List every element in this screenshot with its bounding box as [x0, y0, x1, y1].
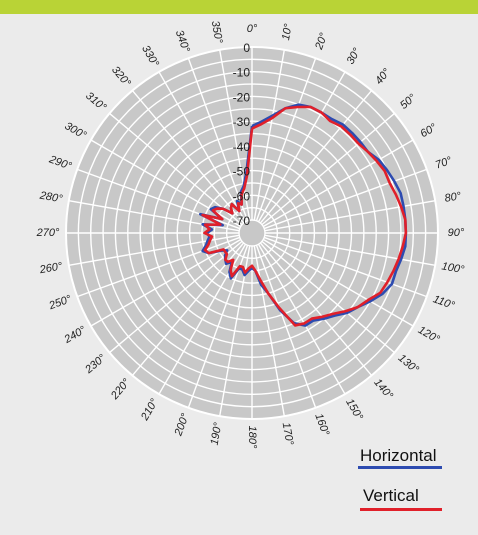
- angle-tick-label: 0°: [247, 23, 258, 35]
- angle-tick-label: 240°: [62, 324, 89, 347]
- angle-tick-label: 270°: [36, 227, 60, 239]
- angle-tick-label: 260°: [38, 260, 64, 276]
- grid-spoke: [76, 236, 241, 298]
- angle-tick-label: 160°: [312, 412, 331, 438]
- angle-tick-label: 340°: [173, 29, 192, 55]
- angle-tick-label: 300°: [63, 120, 89, 142]
- angle-tick-label: 310°: [83, 90, 109, 114]
- grid-spoke: [261, 112, 395, 226]
- grid-spoke: [131, 242, 245, 376]
- grid-spoke: [259, 90, 373, 224]
- angle-tick-label: 350°: [209, 20, 225, 45]
- grid-spoke: [262, 139, 414, 228]
- grid-spoke: [261, 240, 395, 354]
- angle-tick-label: 90°: [448, 227, 465, 239]
- angle-tick-label: 180°: [246, 426, 258, 449]
- angle-tick-label: 220°: [108, 376, 133, 402]
- radial-tick-label: -10: [233, 66, 251, 80]
- grid-spoke: [259, 242, 373, 376]
- grid-spoke: [109, 240, 243, 354]
- radial-tick-label: 0: [243, 41, 250, 55]
- series-line-horizontal: [199, 103, 408, 327]
- angle-tick-label: 140°: [371, 377, 395, 403]
- radial-tick-label: -30: [233, 115, 251, 129]
- grid-spoke: [262, 238, 414, 327]
- grid-spoke: [263, 168, 428, 230]
- angle-tick-label: 70°: [434, 154, 454, 171]
- grid-spoke: [131, 90, 245, 224]
- grid-spoke: [263, 236, 428, 298]
- series-line-vertical: [201, 105, 408, 327]
- legend-line-vertical: [360, 508, 442, 511]
- grid-spoke: [187, 57, 249, 222]
- angle-tick-label: 210°: [139, 396, 162, 423]
- legend-label-horizontal: Horizontal: [360, 446, 437, 465]
- grid-spoke: [187, 244, 249, 409]
- angle-tick-label: 150°: [343, 397, 365, 423]
- grid-spoke: [90, 238, 242, 327]
- radial-tick-label: -50: [233, 165, 251, 179]
- angle-tick-label: 80°: [444, 190, 463, 205]
- grid-spoke: [253, 49, 285, 221]
- polar-background: [66, 47, 438, 419]
- grid-spoke: [219, 49, 251, 221]
- radial-tick-label: -60: [233, 189, 251, 203]
- radial-tick-label: -40: [233, 140, 251, 154]
- legend-line-horizontal: [358, 466, 442, 469]
- grid-spoke: [109, 112, 243, 226]
- radial-tick-label: -70: [233, 214, 251, 228]
- angle-tick-label: 120°: [416, 324, 442, 346]
- grid-spoke: [257, 243, 346, 395]
- grid-spoke: [257, 71, 346, 223]
- grid-spoke: [264, 200, 436, 232]
- angle-tick-label: 130°: [396, 352, 422, 376]
- angle-tick-label: 330°: [139, 43, 161, 69]
- angle-tick-label: 50°: [398, 91, 419, 111]
- angle-tick-label: 170°: [280, 422, 296, 447]
- radial-tick-label: -20: [233, 90, 251, 104]
- grid-spoke: [255, 244, 317, 409]
- angle-tick-label: 320°: [109, 64, 133, 90]
- angle-tick-label: 280°: [38, 189, 64, 205]
- angle-tick-label: 230°: [82, 352, 108, 377]
- angle-tick-label: 190°: [209, 421, 225, 446]
- angle-tick-label: 200°: [172, 411, 192, 438]
- angle-tick-label: 10°: [280, 22, 295, 41]
- angle-tick-label: 110°: [431, 293, 456, 312]
- angle-tick-label: 20°: [313, 31, 331, 52]
- grid-spoke: [264, 234, 436, 266]
- legend-label-vertical: Vertical: [363, 486, 419, 505]
- angle-tick-label: 60°: [418, 121, 439, 140]
- grid-spoke: [255, 57, 317, 222]
- grid-spoke: [253, 245, 285, 417]
- top-accent-bar: [0, 0, 478, 14]
- angle-tick-label: 100°: [441, 260, 466, 276]
- angle-tick-label: 30°: [345, 46, 364, 67]
- angle-tick-label: 40°: [373, 66, 393, 87]
- angle-tick-label: 290°: [47, 153, 74, 173]
- angle-tick-label: 250°: [47, 293, 74, 313]
- grid-spoke: [76, 168, 241, 230]
- grid-spoke: [158, 71, 247, 223]
